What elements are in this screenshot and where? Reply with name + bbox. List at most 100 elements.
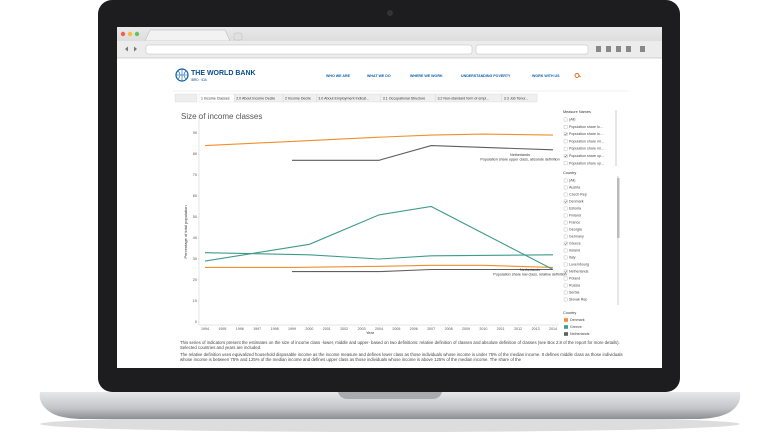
annotation: Netherlands [510,153,530,157]
logo-sub: IBRD · IDA [191,78,208,82]
minimize[interactable] [127,31,133,37]
y-tick-label: 30 [193,257,197,261]
filter-item: Austria [569,185,580,189]
nav-link[interactable]: WORK WITH US [532,74,560,78]
legend-title: Country [563,311,576,315]
checkbox[interactable] [563,154,568,158]
checkbox[interactable] [563,178,568,183]
search-icon[interactable] [574,73,581,78]
x-tick-label: 1999 [288,327,296,331]
dashboard-tab-label: 2 Income Decile [285,96,311,100]
new-tab[interactable] [233,32,243,41]
notch [338,392,442,399]
x-tick-label: 2014 [549,327,557,331]
y-tick-label: 20 [193,278,197,282]
nav-link[interactable]: WHO WE ARE [326,74,351,78]
x-tick-label: 2004 [375,327,383,331]
checkbox[interactable] [563,139,568,144]
nav-link[interactable]: WHERE WE WORK [410,74,443,78]
filter-item: (All) [569,178,575,182]
checkbox[interactable] [563,192,568,197]
filter-title: Country [563,171,576,175]
maximize[interactable] [134,31,140,37]
x-tick-label: 2007 [427,327,435,331]
scrollbar[interactable] [617,178,620,238]
filter-item: Serbia [569,290,579,294]
dashboard-tab-label: 3.3 Job Tenur... [504,96,529,100]
tab-arrows[interactable] [174,93,198,103]
checkbox[interactable] [563,213,568,218]
filter-item: Population share mi... [569,139,604,143]
checkbox[interactable] [563,199,568,204]
checkbox[interactable] [563,290,568,295]
dashboard-tab-label: 2.0 About Income Decile [236,96,275,100]
x-tick-label: 2000 [305,327,313,331]
y-tick-label: 0 [195,320,197,324]
x-tick-label: 1995 [218,327,226,331]
filter-item: Greece [569,241,581,245]
annotation: Netherlands [520,268,540,272]
filter-item: Slovak Rep [569,297,587,301]
legend-label: Netherlands [570,332,590,336]
checkbox[interactable] [563,241,568,246]
chart-title: Size of income classes [181,112,262,121]
shadow [40,416,740,432]
filter-item: Germany [569,234,584,238]
filter-item: Population share lo... [569,132,603,136]
y-tick-label: 80 [193,152,197,156]
x-tick-label: 1996 [236,327,244,331]
filter-item: Population share lo... [569,125,603,129]
x-tick-label: 2008 [445,327,453,331]
checkbox[interactable] [563,234,568,239]
checkbox[interactable] [563,117,568,122]
checkbox[interactable] [563,283,568,288]
checkbox[interactable] [563,206,568,211]
nav-link[interactable]: UNDERSTANDING POVERTY [461,74,511,78]
dashboard-tab[interactable] [501,93,538,103]
dashboard-tab-label: 3.2 Non-standard form of empl... [437,96,489,100]
x-tick-label: 2013 [532,327,540,331]
checkbox[interactable] [563,248,568,253]
checkbox[interactable] [563,297,568,302]
checkbox[interactable] [563,161,568,166]
filter-item: Georgia [569,227,582,231]
checkbox[interactable] [563,125,568,129]
nav-arrows[interactable] [125,46,137,52]
filter-item: Estonia [569,206,581,210]
annotation: Population share upper class, absolute d… [480,158,559,162]
filter-item: Poland [569,276,580,280]
description-text: This series of indicators present the es… [180,340,634,363]
x-tick-label: 2010 [479,327,487,331]
y-tick-label: 40 [193,236,197,240]
x-tick-label: 1994 [201,327,209,331]
checkbox[interactable] [563,185,568,190]
address-bar[interactable] [145,44,473,55]
checkbox[interactable] [563,220,568,225]
checkbox[interactable] [563,262,568,267]
checkbox[interactable] [563,269,568,274]
logo[interactable]: THE WORLD BANK [191,70,256,77]
description: This series of indicators present the es… [180,340,634,363]
y-tick-label: 60 [193,194,197,198]
x-tick-label: 2005 [392,327,400,331]
filter-item: Population share up... [569,154,604,158]
laptop-base [39,392,741,419]
checkbox[interactable] [563,146,568,151]
nav-link[interactable]: WHAT WE DO [367,74,391,78]
data-line [204,252,554,260]
checkbox[interactable] [563,227,568,232]
dashboard-tab-label: 3.0 About Employment Indicat... [318,96,369,100]
search-bar[interactable] [475,44,589,55]
checkbox[interactable] [563,132,568,136]
y-tick-label: 70 [193,173,197,177]
data-line [205,264,554,268]
checkbox[interactable] [563,255,568,260]
checkbox[interactable] [563,276,568,281]
y-tick-label: 50 [193,215,197,219]
description-paragraph: The relative definition uses equivalized… [180,351,623,363]
browser-tab[interactable] [144,29,231,42]
legend-swatch [564,318,568,322]
close[interactable] [120,31,126,37]
